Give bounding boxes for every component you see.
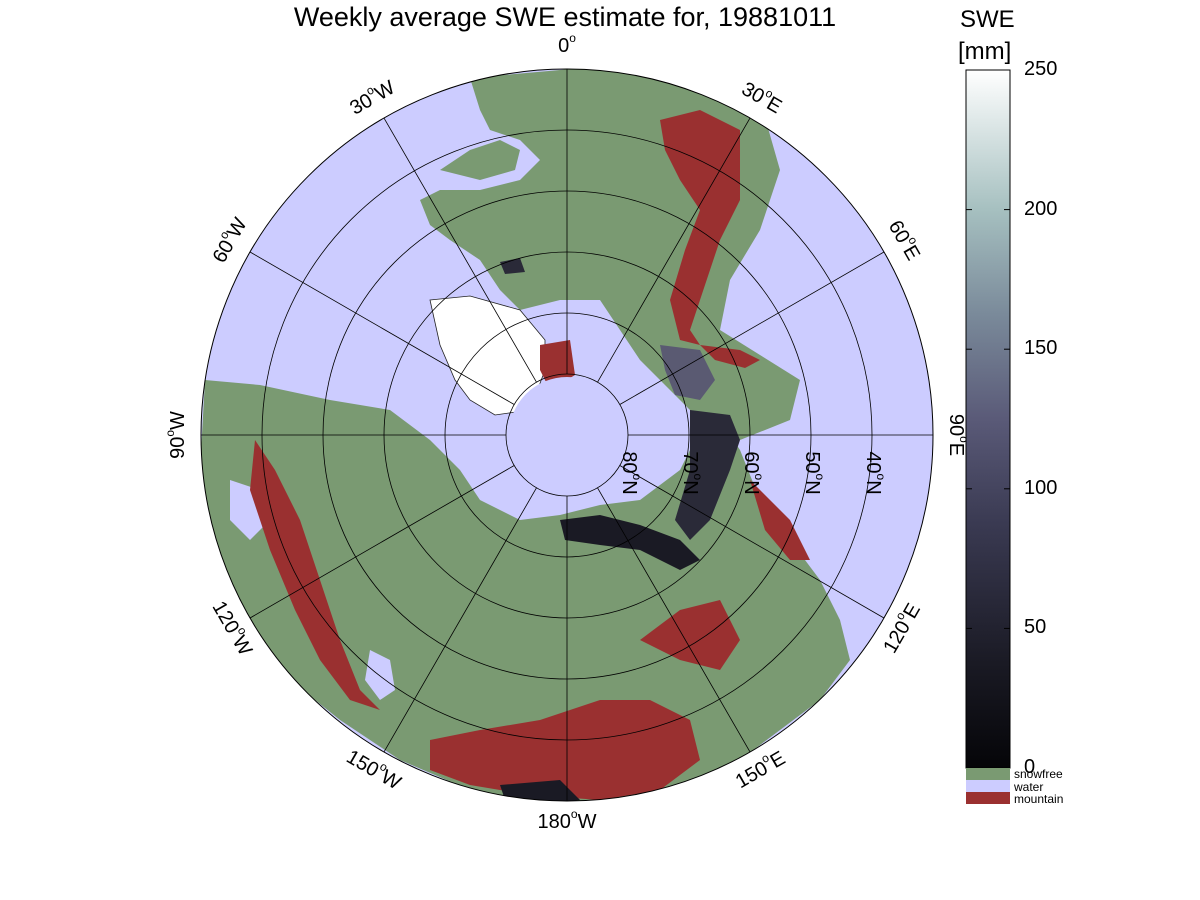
- latitude-label-2: 60oN: [740, 451, 766, 494]
- siberian-mountains: [640, 600, 740, 670]
- map-title: Weekly average SWE estimate for, 1988101…: [293, 2, 837, 32]
- legend-label-snowfree: snowfree: [1014, 767, 1063, 781]
- latitude-label-1: 70oN: [679, 451, 705, 494]
- longitude-label-11: 90oE: [945, 414, 971, 456]
- snow-taymyr: [560, 515, 700, 570]
- caspian-sea: [365, 650, 395, 700]
- meridian-line: [383, 117, 537, 383]
- central-asian-mountains: [430, 700, 700, 800]
- arctic-islands: [330, 405, 440, 480]
- meridian-line: [249, 251, 515, 405]
- longitude-label-7: 30oE: [738, 75, 788, 119]
- meridian-line: [597, 117, 751, 383]
- colorbar-title-line2: [mm]: [958, 38, 1012, 65]
- meridian-line: [619, 465, 885, 619]
- snow-east-siberia: [675, 410, 740, 540]
- colorbar-tick-label-2: 100: [1024, 476, 1058, 499]
- north-america-coast-east: [440, 140, 520, 180]
- colorbar-tick-label-4: 200: [1024, 197, 1058, 220]
- scandinavian-mountains: [250, 440, 380, 710]
- polar-cap: [509, 377, 625, 493]
- alaska-range: [700, 345, 760, 368]
- meridian-line: [383, 487, 537, 753]
- latitude-label-3: 50oN: [801, 451, 827, 494]
- longitude-label-1: 60oW: [205, 212, 252, 267]
- colorbar-gradient: [965, 69, 1011, 769]
- latitude-label-0: 80oN: [618, 451, 644, 494]
- east-siberian-ranges: [750, 480, 810, 560]
- graticule: [201, 69, 933, 801]
- meridian-line: [597, 487, 751, 753]
- longitude-label-6: 180oW: [538, 807, 597, 833]
- latitude-labels: 80oN 70oN 60oN 50oN 40oN: [618, 451, 888, 494]
- legend-label-water: water: [1014, 780, 1044, 794]
- map-disk: [201, 69, 933, 801]
- meridian-line: [249, 465, 515, 619]
- colorbar-tick-label-3: 150: [1024, 337, 1058, 360]
- colorbar-tick-label-1: 50: [1024, 616, 1047, 639]
- legend-swatch-mountain: [966, 792, 1010, 804]
- longitude-label-0: 90oW: [163, 411, 189, 459]
- colorbar-title-line1: SWE: [960, 6, 1015, 33]
- legend-swatch-snowfree: [966, 768, 1010, 780]
- longitude-label-9: 60oE: [884, 215, 928, 265]
- longitude-label-5: 0o: [558, 31, 576, 57]
- legend-swatch-water: [966, 780, 1010, 792]
- colorbar-tick-label-0: 0: [1024, 756, 1036, 778]
- snow-yukon: [660, 345, 715, 400]
- longitude-label-3: 30oW: [344, 73, 399, 120]
- colorbar-tick-label-5: 250: [1024, 58, 1058, 80]
- legend-label-mountain: mountain: [1014, 792, 1064, 806]
- rocky-mountains: [660, 110, 740, 345]
- meridian-line: [619, 251, 885, 405]
- latitude-label-4: 40oN: [862, 451, 888, 494]
